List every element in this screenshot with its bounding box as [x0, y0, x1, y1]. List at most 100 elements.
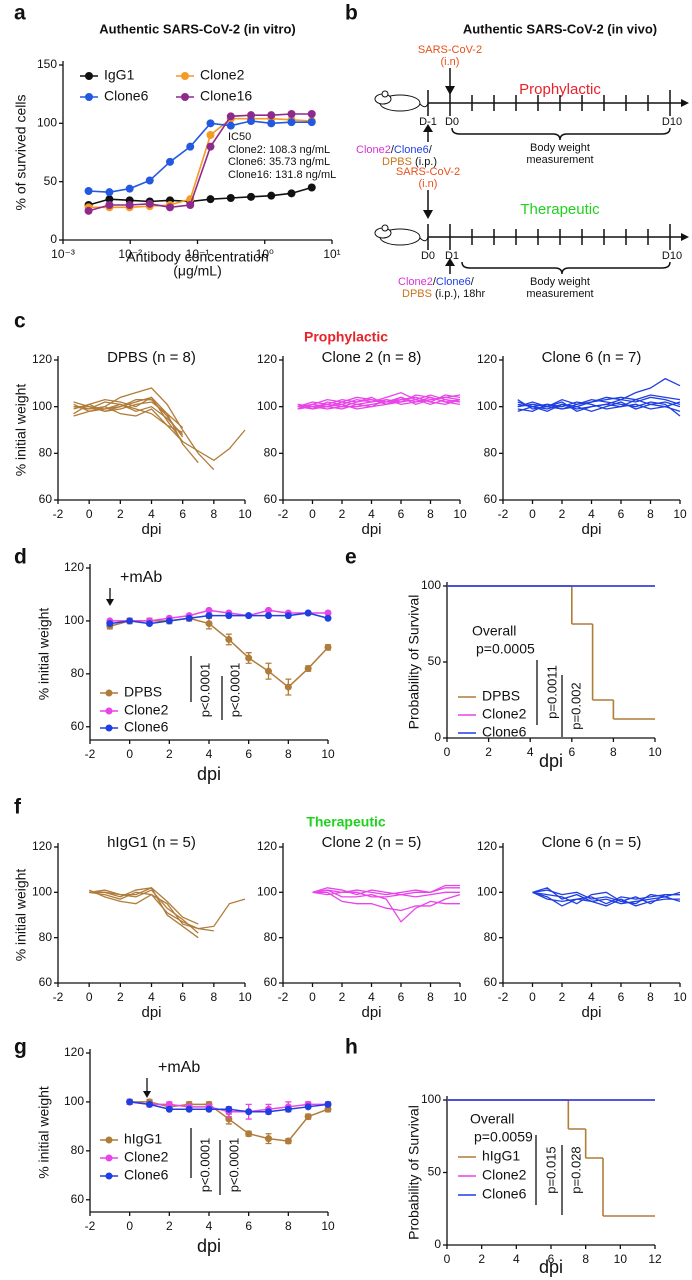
data-point — [304, 1103, 312, 1111]
y-tick-label: 60 — [39, 492, 53, 506]
series-line — [297, 391, 461, 410]
annotation: Clone6: 35.73 ng/mL — [228, 156, 330, 168]
p-value: p<0.0001 — [197, 1138, 212, 1193]
series-line — [532, 891, 680, 905]
x-tick-label: 0 — [444, 745, 451, 759]
arrow-head — [445, 258, 455, 266]
legend-marker — [105, 1154, 113, 1162]
series-line — [312, 891, 461, 912]
x-tick-label: 2 — [339, 507, 346, 521]
data-point — [145, 176, 154, 185]
x-axis-label: Antibody concentration — [126, 249, 268, 265]
treatment-part: DPBS — [382, 156, 412, 168]
arrow-head — [681, 233, 689, 241]
series-line — [517, 398, 681, 413]
panel-label: c — [14, 310, 26, 333]
x-axis-label: dpi — [141, 521, 161, 538]
x-tick-label: 10 — [238, 990, 252, 1004]
measure-label: Body weight — [530, 142, 590, 154]
panel-label: d — [14, 546, 27, 569]
y-tick-label: 50 — [428, 1165, 442, 1179]
legend-label: Clone2 — [200, 67, 245, 83]
y-tick-label: 60 — [71, 719, 85, 733]
x-axis-label: dpi — [539, 1257, 563, 1277]
y-tick-label: 100 — [64, 613, 84, 627]
series-line — [532, 889, 681, 905]
treatment-label: Clone2/Clone6/ — [356, 144, 433, 156]
y-tick-label: 100 — [421, 1092, 441, 1106]
x-tick-label: 4 — [513, 1252, 520, 1266]
virus-label: SARS-CoV-2 — [396, 166, 460, 178]
data-point — [307, 110, 316, 118]
day-label: D10 — [662, 116, 682, 128]
mouse-icon — [374, 90, 429, 112]
x-axis-label: dpi — [361, 521, 381, 538]
data-point — [205, 620, 213, 628]
data-point — [284, 612, 292, 620]
legend-label: Clone2 — [482, 706, 527, 722]
x-tick-label: 8 — [647, 990, 654, 1004]
x-tick-label: 8 — [285, 747, 292, 761]
y-tick-label: 100 — [477, 399, 497, 413]
panel-label: e — [345, 546, 357, 569]
treatment-part: DPBS — [402, 288, 432, 300]
data-point — [284, 1137, 292, 1145]
legend-label: Clone6 — [482, 724, 527, 740]
y-tick-label: 60 — [39, 975, 53, 989]
x-tick-label: 0 — [529, 507, 536, 521]
y-tick-label: 50 — [44, 174, 58, 188]
y-tick-label: 80 — [484, 446, 498, 460]
data-point — [226, 194, 235, 202]
data-point — [186, 201, 195, 209]
measure-label: Body weight — [530, 276, 590, 288]
p-value: p=0.028 — [568, 1146, 583, 1193]
data-point — [84, 206, 93, 215]
treatment-part: / — [471, 276, 475, 288]
treatment-part: / — [433, 276, 437, 288]
data-point — [226, 121, 235, 130]
data-point — [146, 1100, 153, 1108]
data-point — [205, 612, 213, 620]
treatment-part: / — [429, 144, 433, 156]
data-point — [304, 665, 312, 673]
y-tick-label: 0 — [434, 1237, 441, 1251]
treatment-label: DPBS (i.p.) — [382, 156, 437, 168]
data-point — [324, 643, 332, 651]
data-point — [284, 1105, 292, 1113]
legend-label: Clone2 — [482, 1167, 527, 1183]
y-tick-label: 50 — [428, 654, 442, 668]
timeline-ticks — [471, 229, 649, 245]
data-point — [324, 609, 332, 617]
data-point — [84, 187, 93, 195]
y-tick-label: 120 — [477, 839, 497, 853]
x-tick-label: 4 — [527, 745, 534, 759]
data-point — [265, 606, 272, 614]
day-label: D0 — [421, 250, 435, 262]
data-point — [284, 683, 292, 691]
x-tick-label: 4 — [588, 990, 595, 1004]
series-line — [312, 887, 460, 896]
y-tick-label: 60 — [264, 975, 278, 989]
x-tick-label: -2 — [53, 990, 64, 1004]
series-line — [532, 891, 680, 905]
regimen-label: Therapeutic — [520, 201, 600, 218]
legend-label: hIgG1 — [482, 1148, 520, 1164]
x-tick-label: 10⁻³ — [51, 247, 75, 261]
x-tick-label: 10¹ — [323, 247, 340, 261]
data-point — [225, 1105, 233, 1113]
legend-label: Clone16 — [200, 88, 252, 104]
y-tick-label: 80 — [71, 1143, 85, 1157]
x-tick-label: -2 — [278, 990, 289, 1004]
x-tick-label: 4 — [368, 990, 375, 1004]
x-tick-label: 6 — [179, 990, 186, 1004]
y-tick-label: 80 — [484, 930, 498, 944]
series-line — [312, 889, 460, 923]
data-point — [265, 1108, 272, 1116]
legend-marker — [105, 724, 113, 732]
x-tick-label: 10 — [673, 507, 687, 521]
x-tick-label: 0 — [86, 507, 93, 521]
annotation: +mAb — [120, 569, 162, 586]
legend-marker — [181, 72, 189, 80]
y-axis-label: % initial weight — [36, 608, 52, 701]
x-tick-label: -2 — [53, 507, 64, 521]
